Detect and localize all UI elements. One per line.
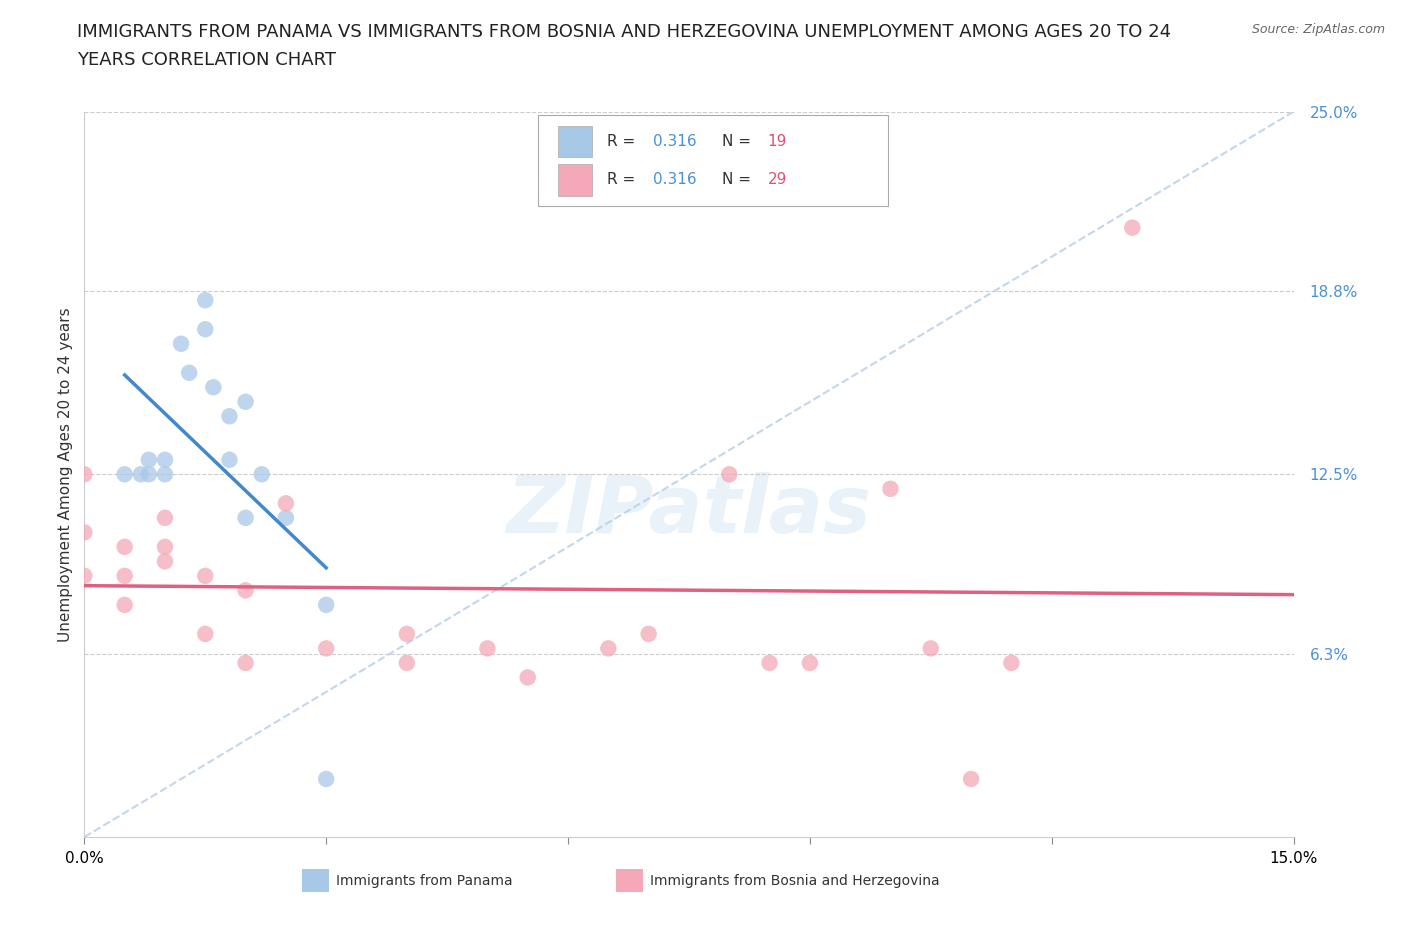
Point bbox=[138, 467, 160, 482]
Point bbox=[395, 656, 418, 671]
Point bbox=[477, 641, 499, 656]
Point bbox=[153, 539, 176, 554]
Point bbox=[194, 568, 217, 583]
Point bbox=[235, 394, 257, 409]
Text: YEARS CORRELATION CHART: YEARS CORRELATION CHART bbox=[77, 51, 336, 69]
Y-axis label: Unemployment Among Ages 20 to 24 years: Unemployment Among Ages 20 to 24 years bbox=[58, 307, 73, 642]
Point bbox=[129, 467, 152, 482]
FancyBboxPatch shape bbox=[302, 869, 329, 892]
Point bbox=[235, 511, 257, 525]
Point bbox=[250, 467, 273, 482]
Text: R =: R = bbox=[607, 172, 640, 187]
Point bbox=[114, 539, 136, 554]
Point bbox=[920, 641, 942, 656]
FancyBboxPatch shape bbox=[558, 126, 592, 157]
Point bbox=[960, 772, 983, 787]
Text: Source: ZipAtlas.com: Source: ZipAtlas.com bbox=[1251, 23, 1385, 36]
Point bbox=[179, 365, 201, 380]
Point bbox=[718, 467, 741, 482]
Point bbox=[153, 452, 176, 467]
Point bbox=[395, 627, 418, 642]
Point bbox=[114, 467, 136, 482]
Point bbox=[758, 656, 780, 671]
Text: ZIPatlas: ZIPatlas bbox=[506, 472, 872, 550]
Text: 0.316: 0.316 bbox=[652, 134, 696, 149]
Point bbox=[315, 641, 337, 656]
Point bbox=[194, 322, 217, 337]
Text: 19: 19 bbox=[768, 134, 787, 149]
FancyBboxPatch shape bbox=[538, 115, 889, 206]
Point bbox=[153, 511, 176, 525]
Point bbox=[235, 656, 257, 671]
Point bbox=[202, 379, 225, 394]
Point bbox=[1000, 656, 1022, 671]
Point bbox=[114, 568, 136, 583]
Point bbox=[598, 641, 620, 656]
Text: R =: R = bbox=[607, 134, 640, 149]
Point bbox=[274, 496, 297, 511]
Point bbox=[637, 627, 659, 642]
Point bbox=[73, 568, 96, 583]
Point bbox=[194, 627, 217, 642]
Point bbox=[315, 597, 337, 612]
Point bbox=[274, 511, 297, 525]
Point bbox=[315, 772, 337, 787]
Text: Immigrants from Panama: Immigrants from Panama bbox=[336, 873, 513, 887]
Text: 0.316: 0.316 bbox=[652, 172, 696, 187]
Point bbox=[138, 452, 160, 467]
Point bbox=[73, 525, 96, 539]
Text: N =: N = bbox=[721, 172, 755, 187]
Text: Immigrants from Bosnia and Herzegovina: Immigrants from Bosnia and Herzegovina bbox=[650, 873, 939, 887]
Point bbox=[235, 583, 257, 598]
Point bbox=[218, 409, 240, 424]
Text: IMMIGRANTS FROM PANAMA VS IMMIGRANTS FROM BOSNIA AND HERZEGOVINA UNEMPLOYMENT AM: IMMIGRANTS FROM PANAMA VS IMMIGRANTS FRO… bbox=[77, 23, 1171, 41]
Point bbox=[153, 554, 176, 569]
Point bbox=[799, 656, 821, 671]
Point bbox=[114, 597, 136, 612]
Point bbox=[1121, 220, 1143, 235]
Point bbox=[194, 293, 217, 308]
Text: N =: N = bbox=[721, 134, 755, 149]
Point bbox=[879, 482, 901, 497]
Point bbox=[73, 467, 96, 482]
Point bbox=[516, 670, 538, 684]
Text: 29: 29 bbox=[768, 172, 787, 187]
Point bbox=[170, 337, 193, 352]
Point bbox=[153, 467, 176, 482]
Point bbox=[218, 452, 240, 467]
FancyBboxPatch shape bbox=[558, 164, 592, 195]
FancyBboxPatch shape bbox=[616, 869, 643, 892]
